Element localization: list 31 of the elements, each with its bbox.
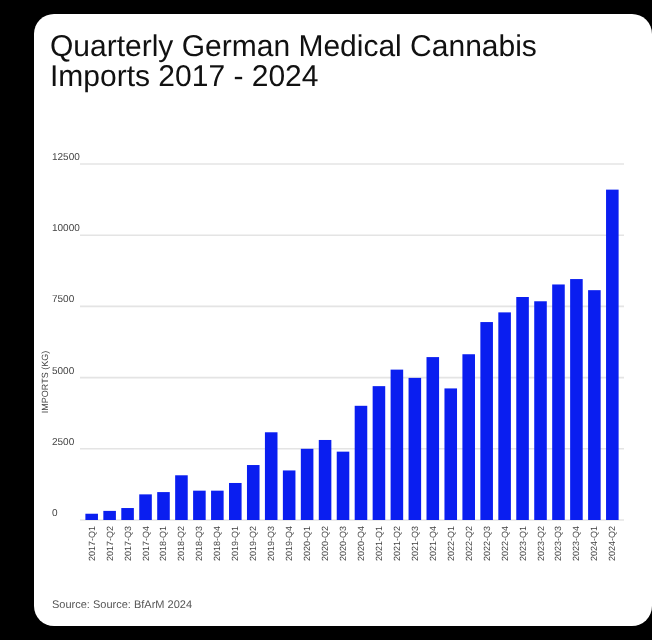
bar — [570, 279, 583, 520]
bar — [85, 513, 98, 520]
bar — [372, 386, 386, 520]
bar — [354, 405, 368, 520]
bar — [480, 322, 493, 520]
bar — [588, 290, 601, 520]
bar — [282, 470, 296, 520]
bar — [444, 388, 458, 520]
bar — [246, 465, 260, 520]
bar — [264, 432, 278, 520]
bar — [534, 301, 547, 520]
bar — [408, 377, 422, 520]
bar — [229, 482, 242, 520]
bar — [390, 369, 404, 520]
bar — [121, 508, 134, 520]
bar — [157, 492, 170, 520]
bar — [426, 357, 440, 520]
bar — [498, 312, 511, 520]
bar — [336, 451, 350, 520]
bar — [193, 490, 206, 520]
bar — [300, 448, 314, 520]
bar — [103, 510, 116, 520]
chart-title: Quarterly German Medical Cannabis Imports 2017 - 2024 — [50, 30, 537, 94]
bar — [211, 490, 224, 520]
bar — [606, 189, 619, 520]
bar — [462, 354, 475, 520]
bar — [175, 475, 188, 520]
bar — [516, 297, 529, 520]
bar — [139, 494, 152, 520]
bar — [552, 284, 565, 520]
bar — [318, 439, 332, 520]
